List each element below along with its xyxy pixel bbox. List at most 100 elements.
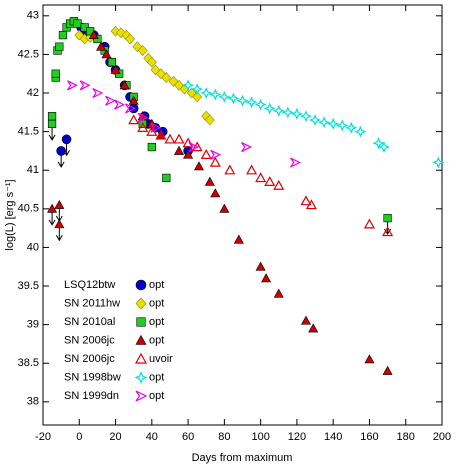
- data-point: [209, 88, 222, 101]
- y-tick-label: 40: [27, 241, 39, 253]
- x-tick-label: 0: [76, 431, 82, 443]
- data-point: [161, 72, 172, 83]
- data-point: [58, 30, 68, 40]
- legend-band: opt: [149, 279, 164, 291]
- data-point: [377, 141, 390, 154]
- data-point: [264, 176, 276, 187]
- legend-marker: [135, 390, 148, 402]
- data-point: [47, 112, 57, 121]
- x-tick-label: 120: [288, 431, 306, 443]
- data-point: [363, 218, 375, 229]
- legend-band: opt: [149, 371, 164, 383]
- legend-label: LSQ12btw: [64, 279, 115, 291]
- y-tick-label: 41: [27, 164, 39, 176]
- data-point: [51, 69, 60, 78]
- legend-marker: [135, 297, 147, 310]
- legend-band: uvoir: [149, 353, 173, 365]
- x-tick-label: -20: [35, 431, 51, 443]
- data-point: [382, 365, 393, 375]
- data-point: [255, 172, 267, 183]
- legend-band: opt: [149, 316, 164, 328]
- data-point: [162, 173, 171, 183]
- data-point: [125, 103, 136, 114]
- data-point: [204, 176, 215, 186]
- legend-label: SN 2011hw: [64, 297, 120, 309]
- data-point: [318, 116, 331, 129]
- data-point: [182, 79, 195, 92]
- data-point: [272, 104, 285, 117]
- data-point: [273, 288, 284, 298]
- data-point: [191, 141, 203, 152]
- data-point: [290, 107, 303, 120]
- data-point: [47, 203, 58, 213]
- data-point: [56, 146, 66, 156]
- data-point: [119, 80, 130, 90]
- data-point: [245, 96, 258, 109]
- data-point: [105, 95, 116, 106]
- data-point: [210, 149, 222, 160]
- data-point: [168, 76, 179, 87]
- legend-label: SN 2010al: [64, 316, 115, 328]
- legend-label: SN 1999dn: [64, 390, 119, 402]
- data-point: [107, 58, 117, 67]
- legend-label: SN 1998bw: [64, 371, 121, 383]
- y-tick-label: 40.5: [18, 203, 39, 215]
- data-point: [155, 129, 167, 140]
- x-tick-label: 100: [251, 431, 269, 443]
- legend-band: opt: [149, 390, 164, 402]
- data-point: [432, 156, 445, 169]
- legend-marker: [134, 370, 148, 385]
- data-point: [164, 133, 176, 144]
- data-point: [227, 92, 240, 105]
- y-tick-label: 39.5: [18, 280, 39, 292]
- data-point: [290, 157, 301, 168]
- data-point: [364, 354, 375, 364]
- data-point: [96, 41, 107, 51]
- legend-label: SN 2006jc: [64, 334, 115, 346]
- y-tick-label: 39: [27, 319, 39, 331]
- data-point: [309, 114, 322, 127]
- data-point: [192, 91, 203, 103]
- data-point: [137, 45, 148, 56]
- legend-marker: [135, 279, 147, 291]
- data-point: [354, 125, 367, 138]
- x-tick-label: 60: [182, 431, 194, 443]
- data-point: [110, 64, 121, 74]
- data-point: [183, 149, 194, 159]
- x-tick-label: 40: [146, 431, 158, 443]
- data-point: [224, 164, 236, 175]
- data-point: [219, 203, 230, 213]
- data-point: [236, 94, 249, 107]
- y-tick-label: 38: [27, 396, 39, 408]
- x-tick-label: 180: [397, 431, 415, 443]
- x-tick-label: 140: [324, 431, 342, 443]
- data-point: [47, 119, 57, 129]
- data-point: [305, 199, 317, 210]
- data-point: [174, 79, 184, 91]
- data-point: [200, 149, 212, 159]
- data-point: [73, 19, 82, 28]
- data-point: [101, 49, 112, 59]
- data-point: [241, 142, 252, 153]
- data-point: [147, 142, 156, 152]
- plot-frame: [42, 4, 443, 426]
- legend-band: opt: [149, 297, 164, 309]
- data-point: [383, 213, 392, 223]
- data-point: [300, 315, 311, 325]
- legend-marker: [134, 352, 148, 364]
- data-point: [299, 110, 313, 123]
- data-point: [308, 323, 319, 333]
- x-tick-label: 200: [433, 431, 451, 443]
- y-tick-label: 42: [27, 87, 39, 99]
- data-point: [209, 156, 221, 167]
- data-point: [210, 188, 221, 198]
- y-axis-label: log(L) [erg s⁻¹]: [4, 179, 16, 250]
- data-point: [88, 29, 99, 40]
- x-tick-label: 80: [218, 431, 230, 443]
- data-point: [372, 137, 385, 150]
- data-point: [300, 195, 312, 206]
- data-point: [125, 33, 135, 45]
- data-point: [67, 80, 78, 91]
- data-point: [233, 234, 244, 244]
